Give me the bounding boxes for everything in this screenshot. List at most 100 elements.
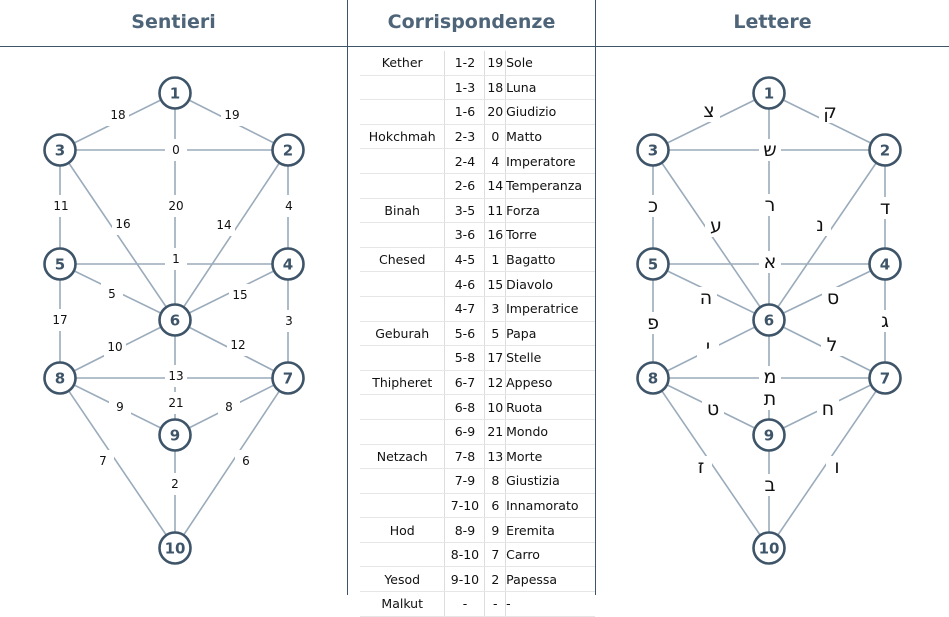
sefira-node-1: 1	[752, 76, 786, 110]
sefira-circle	[271, 133, 305, 167]
path-cell: 4-5	[444, 247, 486, 273]
path-label-4-5: 1	[172, 252, 180, 266]
corrispondenze-table: Kether 1-2 19 Sole 1-3 18 Luna 1-6 20 Giudizio Hok…	[360, 51, 595, 617]
path-line-8-10	[59, 377, 176, 549]
path-label-3-5: 11	[53, 199, 68, 213]
path-cell: 7-8	[444, 444, 486, 470]
sefira-cell: Geburah	[360, 321, 446, 347]
table-row: Thipheret 6-7 12 Appeso	[360, 370, 595, 396]
path-label-7-8: מ	[764, 366, 777, 388]
label-background	[759, 388, 781, 410]
label-background	[809, 214, 831, 236]
sefira-cell	[360, 271, 446, 297]
sefira-circle	[43, 247, 77, 281]
label-background	[690, 456, 712, 478]
sefira-cell	[360, 468, 446, 494]
path-label-6-9: ת	[764, 388, 777, 410]
card-name-cell: Carro	[505, 542, 595, 568]
card-number-cell: -	[484, 591, 507, 617]
label-background	[50, 195, 72, 217]
path-cell: 8-10	[444, 542, 486, 568]
card-name-cell: Papa	[505, 321, 595, 347]
sefira-number: 2	[283, 142, 293, 160]
label-background	[821, 334, 843, 356]
path-cell: 3-5	[444, 198, 486, 224]
path-label-9-10: ב	[765, 474, 776, 496]
path-label-6-8: י	[706, 336, 710, 358]
label-background	[697, 336, 719, 358]
sefira-node-3: 3	[43, 133, 77, 167]
path-label-5-6: 5	[108, 287, 116, 301]
sefira-circle	[868, 247, 902, 281]
sefira-number: 9	[170, 427, 180, 445]
card-name-cell: Temperanza	[505, 173, 595, 199]
label-background	[822, 287, 844, 309]
path-label-4-7: ג	[881, 310, 889, 332]
label-background	[642, 195, 664, 217]
sefira-node-2: 2	[271, 133, 305, 167]
sefira-circle	[868, 133, 902, 167]
label-background	[165, 392, 187, 414]
sefira-node-9: 9	[752, 418, 786, 452]
sefira-circle	[752, 303, 786, 337]
sefira-cell: Hod	[360, 517, 446, 543]
sefira-node-5: 5	[636, 247, 670, 281]
sefira-number: 3	[648, 142, 658, 160]
card-number-cell: 1	[484, 247, 507, 273]
path-labels-layer: צ ק ש כ ע ר נ ד א ה ס פ ג י ל מת ט ח ז ו ב	[642, 100, 896, 496]
card-number-cell: 16	[484, 222, 507, 248]
path-label-5-8: פ	[647, 312, 659, 334]
card-name-cell: Torre	[505, 222, 595, 248]
table-row: 4-7 3 Imperatrice	[360, 296, 595, 322]
label-background	[817, 398, 839, 420]
sefira-circle	[636, 133, 670, 167]
path-label-2-3: ש	[763, 139, 776, 161]
path-label-8-10: ז	[698, 456, 705, 478]
path-label-center_resh: ר	[765, 194, 776, 216]
sefira-number: 1	[764, 85, 774, 103]
sentieri-panel: Sentieri 18 19 0 11 16 20 14 4 1 5 15 17 3 10 12 13 9 21 8…	[0, 0, 348, 595]
table-row: 7-10 6 Innamorato	[360, 493, 595, 519]
path-cell: 1-6	[444, 99, 486, 125]
sefira-node-10: 10	[752, 531, 786, 565]
label-background	[229, 284, 251, 306]
sefira-circle	[43, 133, 77, 167]
path-label-5-6: ה	[700, 287, 712, 309]
sefira-cell	[360, 493, 446, 519]
table-row: Malkut - - -	[360, 591, 595, 617]
card-number-cell: 15	[484, 271, 507, 297]
label-background	[109, 396, 131, 418]
card-number-cell: 18	[484, 75, 507, 101]
label-background	[165, 195, 187, 217]
path-label-center_0: 0	[172, 143, 180, 157]
path-cell: 7-10	[444, 493, 486, 519]
path-label-1-2: 19	[224, 108, 239, 122]
label-background	[819, 101, 841, 123]
card-number-cell: 3	[484, 296, 507, 322]
table-row: 5-8 17 Stelle	[360, 345, 595, 371]
label-background	[165, 139, 187, 161]
table-row: Kether 1-2 19 Sole	[360, 51, 595, 76]
table-row: Hokchmah 2-3 0 Matto	[360, 124, 595, 150]
label-background	[221, 104, 243, 126]
table-row: 1-6 20 Giudizio	[360, 99, 595, 125]
sefira-circle	[158, 531, 192, 565]
card-name-cell: Giustizia	[505, 468, 595, 494]
path-line-7-10	[174, 377, 289, 549]
card-name-cell: Sole	[505, 51, 595, 76]
card-number-cell: 5	[484, 321, 507, 347]
path-cell: 5-8	[444, 345, 486, 371]
table-row: Netzach 7-8 13 Morte	[360, 444, 595, 470]
table-row: 7-9 8 Giustizia	[360, 468, 595, 494]
sefira-circle	[158, 303, 192, 337]
table-row: 2-4 4 Imperatore	[360, 148, 595, 174]
card-name-cell: Diavolo	[505, 271, 595, 297]
table-row: Binah 3-5 11 Forza	[360, 198, 595, 224]
label-background	[92, 450, 114, 472]
label-background	[642, 312, 664, 334]
card-name-cell: -	[505, 591, 595, 617]
label-background	[227, 334, 249, 356]
sefira-node-4: 4	[868, 247, 902, 281]
path-label-center_20: 20	[168, 199, 183, 213]
sefirot-layer: 1 2 3 4 5 6 7 8 9 10	[636, 76, 902, 565]
